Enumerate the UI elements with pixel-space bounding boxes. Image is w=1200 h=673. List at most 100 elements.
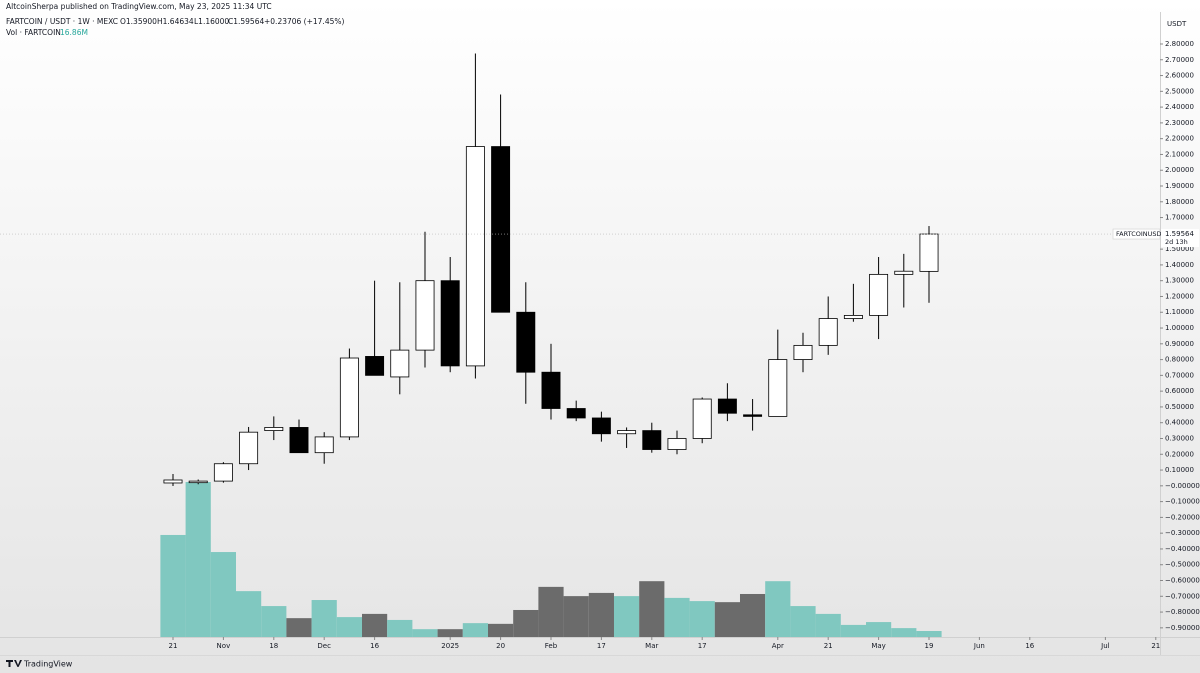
x-tick-label: 16	[1025, 642, 1034, 650]
candle-body	[239, 431, 259, 465]
volume-bar	[437, 629, 463, 637]
last-price-box	[1161, 229, 1199, 248]
legend-change: +0.23706 (+17.45%)	[264, 17, 344, 26]
x-tick-label: 19	[925, 642, 934, 650]
y-tick-label: −0.40000	[1165, 545, 1200, 553]
x-tick-label: 17	[698, 642, 707, 650]
x-tick-label: Jul	[1100, 642, 1110, 650]
y-tick-label: 0.40000	[1165, 419, 1194, 427]
volume-bar	[387, 619, 413, 637]
candle-body	[591, 417, 611, 435]
candle-body	[491, 146, 511, 313]
volume-bar	[916, 631, 942, 637]
y-tick-label: 0.20000	[1165, 450, 1194, 458]
candle-body	[415, 280, 435, 351]
candle-body	[541, 371, 561, 409]
y-tick-label: −0.00000	[1165, 482, 1200, 490]
volume-bar	[336, 617, 362, 637]
y-tick-label: 1.10000	[1165, 308, 1194, 316]
volume-bar	[815, 613, 841, 637]
y-tick-label: 0.80000	[1165, 356, 1194, 364]
volume-bars	[160, 482, 942, 637]
symbol: FARTCOIN / USDT · 1W · MEXC	[6, 17, 118, 26]
legend: FARTCOIN / USDT · 1W · MEXC O1.35900 H1.…	[6, 17, 344, 37]
y-tick-label: −0.50000	[1165, 561, 1200, 569]
volume-bar	[412, 629, 438, 637]
x-tick-label: May	[871, 642, 885, 650]
y-tick-label: 2.30000	[1165, 119, 1194, 127]
x-tick-label: Dec	[317, 642, 331, 650]
volume-bar	[513, 609, 539, 637]
logo-icon	[6, 660, 22, 667]
candle-body	[339, 357, 359, 438]
y-tick-label: −0.90000	[1165, 624, 1200, 632]
legend-high: H1.64634	[157, 17, 194, 26]
volume-bar	[664, 597, 690, 637]
y-tick-label: 2.20000	[1165, 135, 1194, 143]
volume-bar	[311, 600, 337, 637]
y-tick-label: 0.10000	[1165, 466, 1194, 474]
volume-bar	[891, 628, 917, 637]
volume-bar	[538, 586, 564, 637]
candle-body	[465, 146, 485, 367]
volume-bar	[588, 592, 614, 637]
volume-bar	[487, 623, 514, 637]
volume-bar	[765, 581, 791, 637]
candle-body	[566, 408, 586, 419]
volume-bar	[840, 624, 866, 637]
candle-body	[440, 280, 460, 367]
x-tick-label: Apr	[772, 642, 784, 650]
y-tick-label: 1.00000	[1165, 324, 1194, 332]
y-tick-label: 2.60000	[1165, 72, 1194, 80]
y-tick-label: 0.50000	[1165, 403, 1194, 411]
y-tick-label: −0.20000	[1165, 513, 1200, 521]
y-tick-label: 1.90000	[1165, 182, 1194, 190]
x-tick-label: Feb	[545, 642, 558, 650]
candle-body	[188, 480, 208, 484]
candle-body	[163, 479, 183, 484]
x-tick-label: 16	[370, 642, 379, 650]
candles	[163, 53, 939, 486]
volume-bar	[865, 622, 892, 637]
x-tick-label: 18	[269, 642, 278, 650]
candle-body	[667, 438, 687, 450]
y-tick-label: 2.00000	[1165, 166, 1194, 174]
candle-body	[793, 344, 813, 360]
volume-bar	[261, 606, 287, 637]
legend-low: L1.16000	[194, 17, 229, 26]
y-tick-label: −0.70000	[1165, 592, 1200, 600]
y-tick-label: −0.10000	[1165, 498, 1200, 506]
axis-unit: USDT	[1167, 20, 1187, 28]
countdown: 2d 13h	[1165, 238, 1188, 246]
volume-bar	[790, 606, 816, 637]
footer-logo: TradingView	[6, 660, 73, 669]
candle-body	[642, 430, 662, 450]
candle-body	[264, 427, 284, 431]
candle-body	[213, 463, 233, 482]
y-tick-label: 2.70000	[1165, 56, 1194, 64]
legend-open: O1.35900	[120, 17, 157, 26]
y-tick-label: 0.70000	[1165, 371, 1194, 379]
candle-body	[692, 398, 712, 439]
y-tick-label: −0.60000	[1165, 577, 1200, 585]
candle-body	[768, 359, 788, 417]
candle-body	[743, 414, 763, 417]
volume-bar	[160, 534, 186, 637]
volume-bar	[613, 596, 640, 637]
x-tick-label: Mar	[645, 642, 658, 650]
candle-body	[818, 318, 838, 346]
volume-bar	[563, 596, 589, 637]
price-tag-box	[1112, 228, 1161, 240]
x-tick-label: Jun	[973, 642, 985, 650]
x-tick-label: 21	[824, 642, 833, 650]
publisher: AltcoinSherpa published on TradingView.c…	[6, 2, 272, 11]
y-tick-label: 2.40000	[1165, 103, 1194, 111]
legend-close: C1.59564	[228, 17, 264, 26]
y-tick-label: −0.30000	[1165, 529, 1200, 537]
x-tick-label: 20	[496, 642, 505, 650]
x-tick-label: 17	[597, 642, 606, 650]
volume-name: Vol · FARTCOIN	[6, 28, 61, 37]
y-tick-label: 1.70000	[1165, 214, 1194, 222]
volume-bar	[210, 552, 236, 637]
